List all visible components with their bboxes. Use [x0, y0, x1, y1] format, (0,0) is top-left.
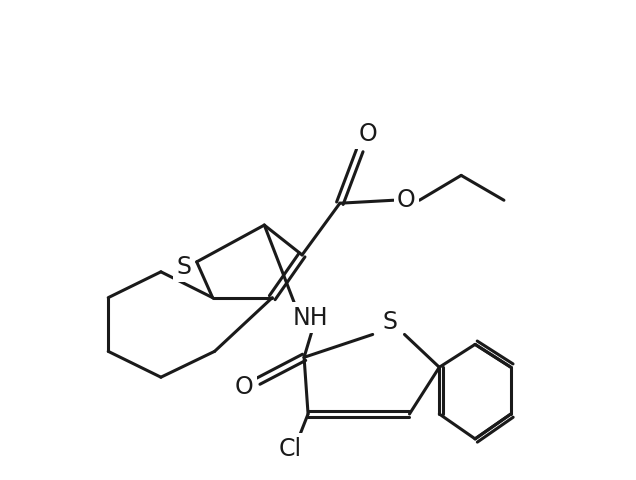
Text: Cl: Cl	[279, 437, 301, 461]
Text: O: O	[397, 188, 416, 212]
Text: NH: NH	[292, 306, 328, 330]
Text: O: O	[235, 375, 254, 399]
Text: S: S	[176, 255, 191, 279]
Text: S: S	[382, 310, 397, 334]
Text: O: O	[358, 121, 377, 145]
